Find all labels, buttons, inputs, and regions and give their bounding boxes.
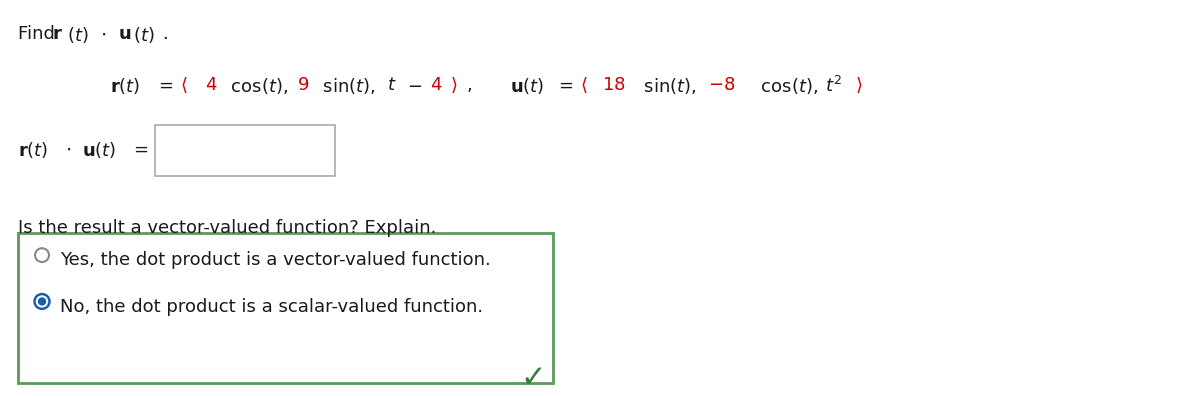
Text: $\mathbf{r}$$(t)$: $\mathbf{r}$$(t)$ [110, 76, 140, 96]
Text: $=$: $=$ [155, 76, 174, 94]
Text: $\mathbf{r}$$(t)$: $\mathbf{r}$$(t)$ [18, 140, 48, 160]
Text: $\mathbf{u}$$(t)$: $\mathbf{u}$$(t)$ [510, 76, 545, 96]
Text: sin$(t)$,: sin$(t)$, [638, 76, 697, 96]
Text: $t^2$: $t^2$ [826, 76, 842, 96]
Text: .: . [162, 25, 168, 42]
Circle shape [38, 297, 47, 306]
Text: $\rangle$: $\rangle$ [856, 76, 863, 95]
Text: $18$: $18$ [602, 76, 625, 94]
Text: ,: , [467, 76, 473, 94]
Text: $(t)$: $(t)$ [133, 25, 155, 44]
Text: $(t)$: $(t)$ [67, 25, 89, 44]
Text: $\langle$: $\langle$ [180, 76, 187, 95]
Text: Yes, the dot product is a vector-valued function.: Yes, the dot product is a vector-valued … [60, 251, 491, 269]
Text: $\rangle$: $\rangle$ [450, 76, 457, 95]
Text: Find: Find [18, 25, 61, 42]
Text: $\cdot$: $\cdot$ [100, 25, 106, 44]
Text: Is the result a vector-valued function? Explain.: Is the result a vector-valued function? … [18, 219, 437, 237]
FancyBboxPatch shape [155, 125, 335, 176]
Text: $\cdot$: $\cdot$ [65, 140, 71, 159]
Text: $\langle$: $\langle$ [580, 76, 588, 95]
Text: $\checkmark$: $\checkmark$ [520, 362, 542, 391]
Text: $-$: $-$ [407, 76, 422, 94]
Text: $4$: $4$ [205, 76, 217, 94]
Text: $9$: $9$ [298, 76, 310, 94]
Text: $\mathbf{u}$: $\mathbf{u}$ [118, 25, 131, 42]
Text: No, the dot product is a scalar-valued function.: No, the dot product is a scalar-valued f… [60, 297, 484, 316]
Text: $=$: $=$ [130, 140, 149, 158]
Text: $-8$: $-8$ [708, 76, 736, 94]
Text: $t$: $t$ [386, 76, 397, 94]
Text: $\mathbf{u}$$(t)$: $\mathbf{u}$$(t)$ [82, 140, 116, 160]
FancyBboxPatch shape [18, 233, 553, 383]
Text: $4$: $4$ [430, 76, 443, 94]
Text: $\mathbf{r}$: $\mathbf{r}$ [52, 25, 62, 42]
Text: $=$: $=$ [554, 76, 574, 94]
Text: cos$(t)$,: cos$(t)$, [226, 76, 288, 96]
Text: sin$(t)$,: sin$(t)$, [317, 76, 376, 96]
Text: cos$(t)$,: cos$(t)$, [755, 76, 818, 96]
